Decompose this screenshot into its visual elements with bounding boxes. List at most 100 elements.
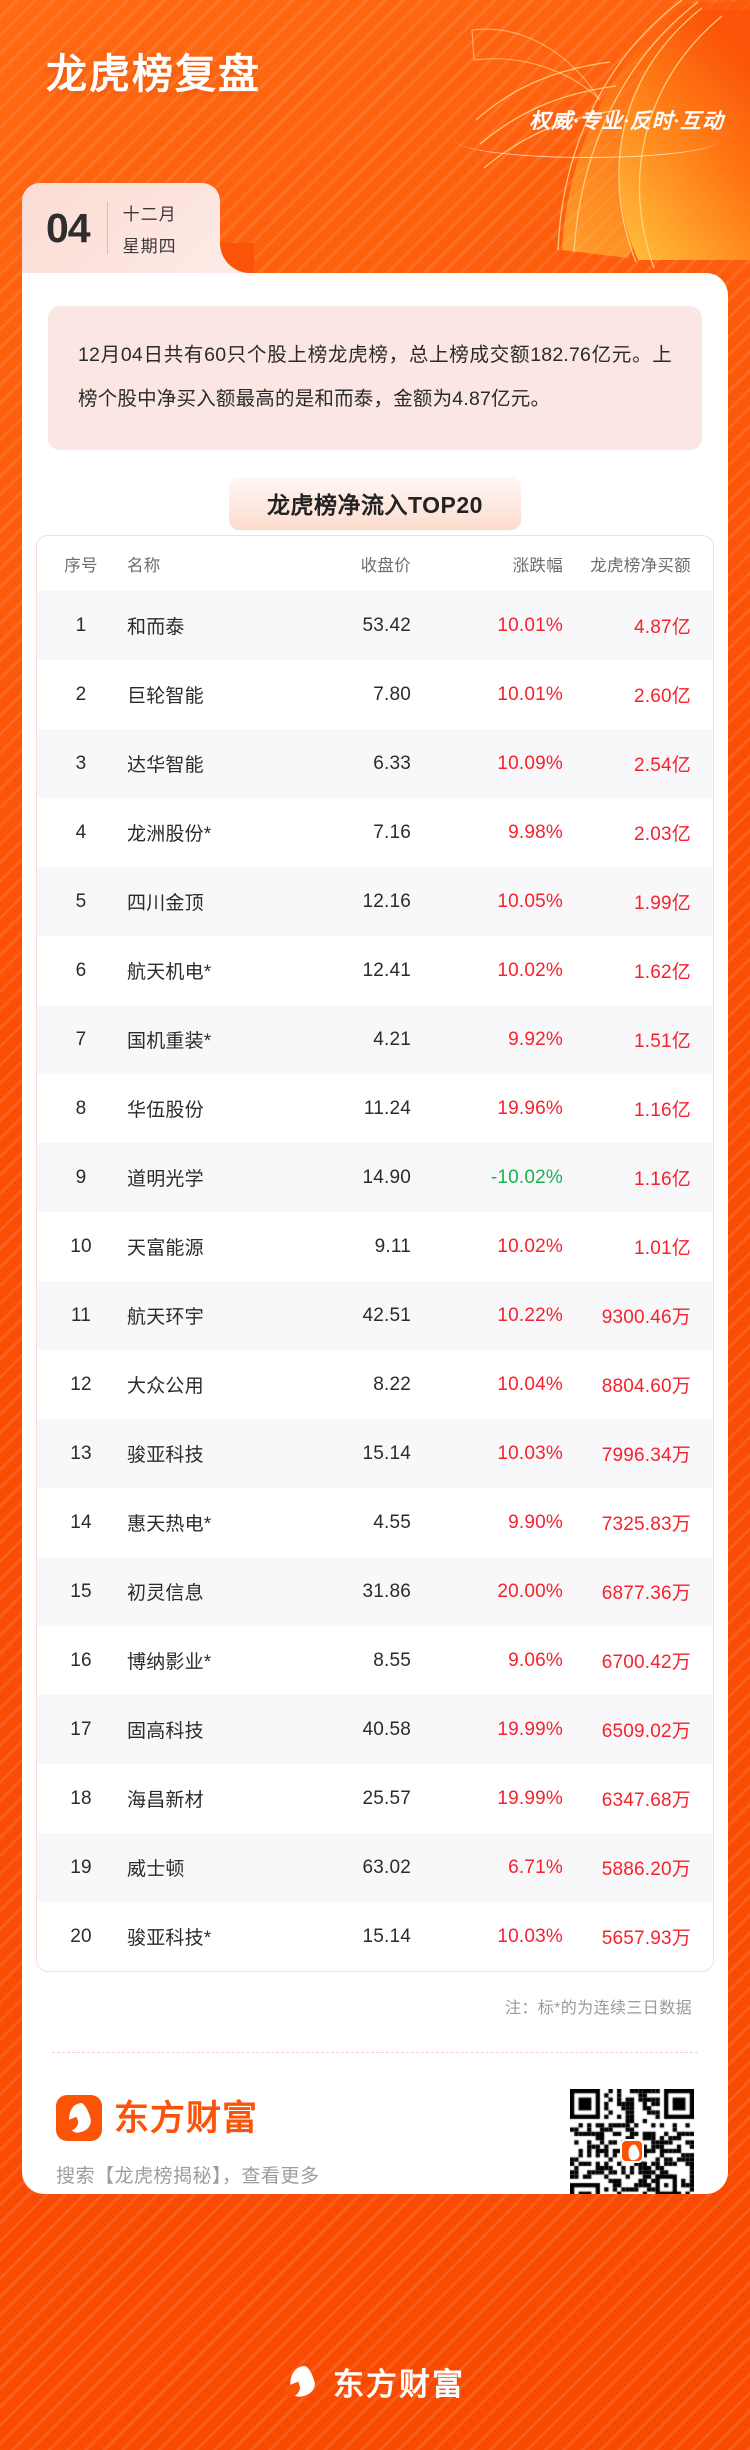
cell-rank: 17 xyxy=(37,1695,125,1764)
table-row: 16 博纳影业* 8.55 9.06% 6700.42万 xyxy=(37,1626,713,1695)
cell-net-buy: 7996.34万 xyxy=(573,1419,713,1488)
cell-rank: 3 xyxy=(37,729,125,798)
cell-price: 25.57 xyxy=(289,1764,425,1833)
cell-change: 9.06% xyxy=(425,1626,573,1695)
table-row: 1 和而泰 53.42 10.01% 4.87亿 xyxy=(37,591,713,660)
cell-name: 航天环宇 xyxy=(125,1281,289,1350)
cell-net-buy: 1.01亿 xyxy=(573,1212,713,1281)
table-row: 6 航天机电* 12.41 10.02% 1.62亿 xyxy=(37,936,713,1005)
cell-net-buy: 1.99亿 xyxy=(573,867,713,936)
tab-notch xyxy=(220,243,254,273)
cell-net-buy: 2.60亿 xyxy=(573,660,713,729)
cell-net-buy: 7325.83万 xyxy=(573,1488,713,1557)
cell-name: 惠天热电* xyxy=(125,1488,289,1557)
cell-change: 10.09% xyxy=(425,729,573,798)
cell-change: 10.01% xyxy=(425,660,573,729)
table-row: 5 四川金顶 12.16 10.05% 1.99亿 xyxy=(37,867,713,936)
cell-net-buy: 5657.93万 xyxy=(573,1902,713,1971)
cell-net-buy: 6700.42万 xyxy=(573,1626,713,1695)
cell-change: 10.02% xyxy=(425,1212,573,1281)
table-row: 3 达华智能 6.33 10.09% 2.54亿 xyxy=(37,729,713,798)
bottom-brand: 东方财富 xyxy=(0,2359,750,2404)
cell-change: 20.00% xyxy=(425,1557,573,1626)
cell-name: 天富能源 xyxy=(125,1212,289,1281)
brand-logo: 东方财富 xyxy=(56,2095,320,2141)
cell-name: 固高科技 xyxy=(125,1695,289,1764)
slogan-text: 权威·专业·反时·互动 xyxy=(529,109,724,133)
cell-rank: 10 xyxy=(37,1212,125,1281)
cell-price: 40.58 xyxy=(289,1695,425,1764)
date-month: 十二月 xyxy=(122,204,177,224)
cell-price: 8.55 xyxy=(289,1626,425,1695)
bottom-brand-text: 东方财富 xyxy=(333,2367,465,2402)
footer-brand-left: 东方财富 搜索【龙虎榜揭秘】，查看更多 xyxy=(56,2089,320,2188)
brand-name: 东方财富 xyxy=(114,2098,259,2138)
table-row: 9 道明光学 14.90 -10.02% 1.16亿 xyxy=(37,1143,713,1212)
cell-rank: 5 xyxy=(37,867,125,936)
table-footnote: 注：标*的为连续三日数据 xyxy=(504,2000,692,2017)
cell-price: 12.16 xyxy=(289,867,425,936)
date-weekday: 星期四 xyxy=(122,236,177,256)
cell-rank: 2 xyxy=(37,660,125,729)
cell-change: 9.90% xyxy=(425,1488,573,1557)
cell-price: 14.90 xyxy=(289,1143,425,1212)
cell-change: 19.96% xyxy=(425,1074,573,1143)
table-row: 14 惠天热电* 4.55 9.90% 7325.83万 xyxy=(37,1488,713,1557)
cell-name: 大众公用 xyxy=(125,1350,289,1419)
cell-change: 10.01% xyxy=(425,591,573,660)
cell-rank: 9 xyxy=(37,1143,125,1212)
table-row: 20 骏亚科技* 15.14 10.03% 5657.93万 xyxy=(37,1902,713,1971)
table-row: 2 巨轮智能 7.80 10.01% 2.60亿 xyxy=(37,660,713,729)
cell-rank: 16 xyxy=(37,1626,125,1695)
cell-change: 10.04% xyxy=(425,1350,573,1419)
cell-rank: 8 xyxy=(37,1074,125,1143)
ranking-table: 序号 名称 收盘价 涨跌幅 龙虎榜净买额 1 和而泰 53.42 10.01% 4.87… xyxy=(37,536,713,1971)
cell-price: 6.33 xyxy=(289,729,425,798)
cell-rank: 1 xyxy=(37,591,125,660)
cell-price: 53.42 xyxy=(289,591,425,660)
cell-price: 15.14 xyxy=(289,1902,425,1971)
cell-price: 9.11 xyxy=(289,1212,425,1281)
column-header-change: 涨跌幅 xyxy=(425,536,573,591)
cell-price: 7.16 xyxy=(289,798,425,867)
cell-name: 龙洲股份* xyxy=(125,798,289,867)
ranking-table-area: 东方财富 东方财富 东方财富 东方财富 序号 名称 收盘价 涨跌幅 龙虎榜净买额 xyxy=(36,535,714,1972)
cell-change: 10.03% xyxy=(425,1419,573,1488)
cell-price: 8.22 xyxy=(289,1350,425,1419)
cell-change: 19.99% xyxy=(425,1764,573,1833)
cell-change: 10.05% xyxy=(425,867,573,936)
cell-rank: 4 xyxy=(37,798,125,867)
qr-code[interactable] xyxy=(570,2089,694,2194)
cell-net-buy: 5886.20万 xyxy=(573,1833,713,1902)
cell-net-buy: 9300.46万 xyxy=(573,1281,713,1350)
cell-name: 四川金顶 xyxy=(125,867,289,936)
cell-rank: 12 xyxy=(37,1350,125,1419)
cell-name: 道明光学 xyxy=(125,1143,289,1212)
footer-divider xyxy=(52,2052,698,2053)
table-row: 12 大众公用 8.22 10.04% 8804.60万 xyxy=(37,1350,713,1419)
table-row: 7 国机重装* 4.21 9.92% 1.51亿 xyxy=(37,1005,713,1074)
cell-rank: 19 xyxy=(37,1833,125,1902)
cell-rank: 18 xyxy=(37,1764,125,1833)
page-title: 龙虎榜复盘 xyxy=(46,51,261,97)
table-row: 19 威士顿 63.02 6.71% 5886.20万 xyxy=(37,1833,713,1902)
cell-name: 航天机电* xyxy=(125,936,289,1005)
main-card: 12月04日共有60只个股上榜龙虎榜，总上榜成交额182.76亿元。上榜个股中净… xyxy=(22,273,728,2194)
cell-net-buy: 1.16亿 xyxy=(573,1143,713,1212)
cell-net-buy: 1.16亿 xyxy=(573,1074,713,1143)
cell-net-buy: 6877.36万 xyxy=(573,1557,713,1626)
eastmoney-mark-icon xyxy=(285,2365,319,2399)
cell-price: 63.02 xyxy=(289,1833,425,1902)
section-title: 龙虎榜净流入TOP20 xyxy=(229,477,521,530)
table-row: 4 龙洲股份* 7.16 9.98% 2.03亿 xyxy=(37,798,713,867)
cell-name: 达华智能 xyxy=(125,729,289,798)
table-row: 10 天富能源 9.11 10.02% 1.01亿 xyxy=(37,1212,713,1281)
cell-price: 4.21 xyxy=(289,1005,425,1074)
date-divider xyxy=(106,202,108,254)
cell-name: 华伍股份 xyxy=(125,1074,289,1143)
cell-name: 巨轮智能 xyxy=(125,660,289,729)
cell-name: 和而泰 xyxy=(125,591,289,660)
column-header-price: 收盘价 xyxy=(289,536,425,591)
footer-brand-row: 东方财富 搜索【龙虎榜揭秘】，查看更多 xyxy=(22,2053,728,2194)
section-title-wrap: 龙虎榜净流入TOP20 xyxy=(22,477,728,530)
